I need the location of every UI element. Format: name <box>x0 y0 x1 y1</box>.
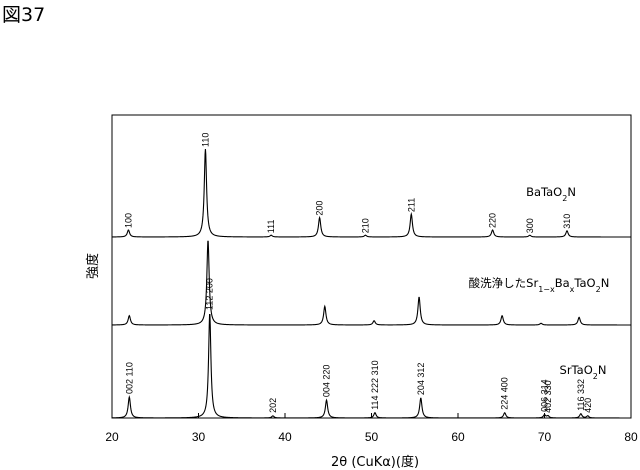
peak-label: 204 312 <box>416 363 426 396</box>
subscript: 1−x <box>538 285 555 294</box>
x-tick-label: 30 <box>192 430 206 444</box>
peak-label: 111 <box>266 220 276 234</box>
peak-label: 002 110 <box>124 362 134 394</box>
x-tick-label: 80 <box>624 430 638 444</box>
subscript: 2 <box>596 285 601 294</box>
peak-label: 114 222 310 <box>370 360 380 409</box>
subscript: 2 <box>593 372 598 381</box>
x-tick-label: 60 <box>451 430 465 444</box>
x-tick-label: 70 <box>538 430 552 444</box>
peak-label: 100 <box>123 213 133 228</box>
peak-label: 211 <box>406 198 416 212</box>
x-tick-label: 40 <box>278 430 292 444</box>
peak-label: 110 <box>200 133 210 147</box>
subscript: 2 <box>562 194 567 203</box>
peak-label: 420 <box>583 398 593 413</box>
series-label-batao2n: BaTaO2N <box>526 185 576 203</box>
series-curve <box>112 241 631 325</box>
peak-label: 402 330 <box>543 380 553 413</box>
peak-label: 112 200 <box>205 278 215 310</box>
peak-label: 202 <box>268 398 278 413</box>
x-tick-label: 50 <box>365 430 379 444</box>
peak-label: 300 <box>525 218 535 233</box>
peak-label: 004 220 <box>322 365 332 398</box>
x-axis-label: 2θ (CuKα)(度) <box>331 454 419 470</box>
peak-label: 200 <box>315 201 325 216</box>
peak-label: 224 400 <box>500 377 510 410</box>
peak-label: 210 <box>360 218 370 233</box>
y-axis-label: 強度 <box>85 253 101 279</box>
series-label-acid-washed: 酸洗浄したSr1−xBaxTaO2N <box>469 276 610 294</box>
subscript: x <box>570 285 575 294</box>
peak-label: 310 <box>562 214 572 229</box>
x-tick-label: 20 <box>105 430 119 444</box>
peak-label: 220 <box>488 213 498 228</box>
series-label-srtao2n: SrTaO2N <box>560 363 607 381</box>
peak-labels: 100 110 111 200 210 211 220 300 310 002 110 112 20… <box>123 133 592 413</box>
